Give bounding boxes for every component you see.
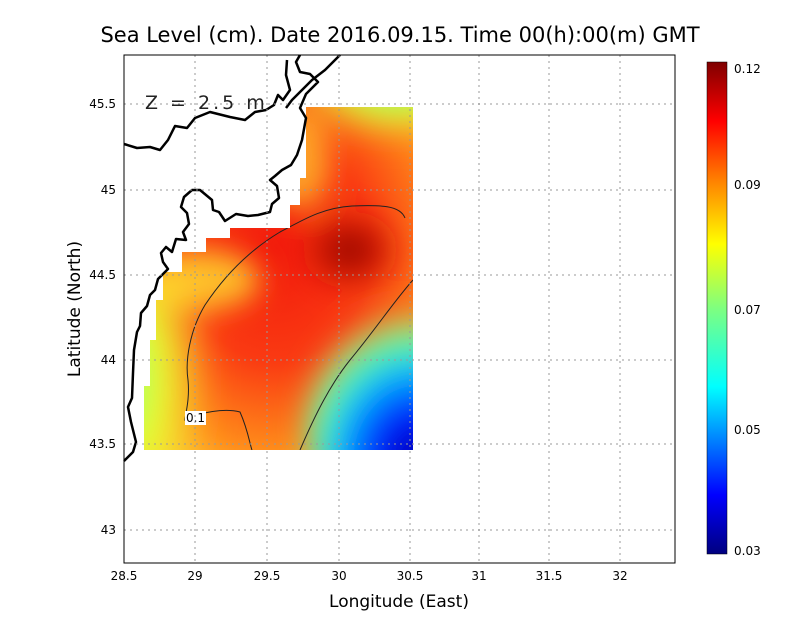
x-axis-label: Longitude (East) <box>329 592 469 612</box>
y-tick-label: 44 <box>101 353 116 367</box>
chart-title: Sea Level (cm). Date 2016.09.15. Time 00… <box>100 23 699 47</box>
x-axis: 28.5 29 29.5 30 30.5 31 31.5 32 <box>111 569 628 583</box>
contour-line <box>299 279 413 450</box>
colorbar: 0.12 0.09 0.07 0.05 0.03 <box>706 61 761 558</box>
x-tick-label: 31.5 <box>536 569 563 583</box>
y-tick-label: 45.5 <box>89 97 116 111</box>
colorbar-scale <box>706 61 728 555</box>
field-minimum <box>305 310 413 450</box>
depth-annotation: Z = 2.5 m <box>145 92 268 114</box>
contour-label: 0.1 <box>186 411 205 425</box>
y-tick-label: 43.5 <box>89 437 116 451</box>
y-tick-label: 44.5 <box>89 268 116 282</box>
y-axis-label: Latitude (North) <box>65 241 85 377</box>
grid <box>124 55 675 563</box>
x-tick-label: 29 <box>187 569 202 583</box>
plot-frame <box>123 54 676 564</box>
x-tick-label: 31 <box>471 569 486 583</box>
x-tick-label: 29.5 <box>254 569 281 583</box>
colorbar-tick-label: 0.03 <box>734 544 761 558</box>
colorbar-tick-label: 0.05 <box>734 423 761 437</box>
y-tick-label: 43 <box>101 523 116 537</box>
y-axis: 43 43.5 44 44.5 45 45.5 <box>89 97 116 537</box>
colorbar-tick-label: 0.07 <box>734 303 761 317</box>
x-tick-label: 28.5 <box>111 569 138 583</box>
field-maximum <box>295 205 405 295</box>
x-tick-label: 32 <box>612 569 627 583</box>
x-tick-label: 30 <box>331 569 346 583</box>
colorbar-tick-label: 0.09 <box>734 178 761 192</box>
colorbar-tick-label: 0.12 <box>734 62 761 76</box>
x-tick-label: 30.5 <box>397 569 424 583</box>
y-tick-label: 45 <box>101 183 116 197</box>
